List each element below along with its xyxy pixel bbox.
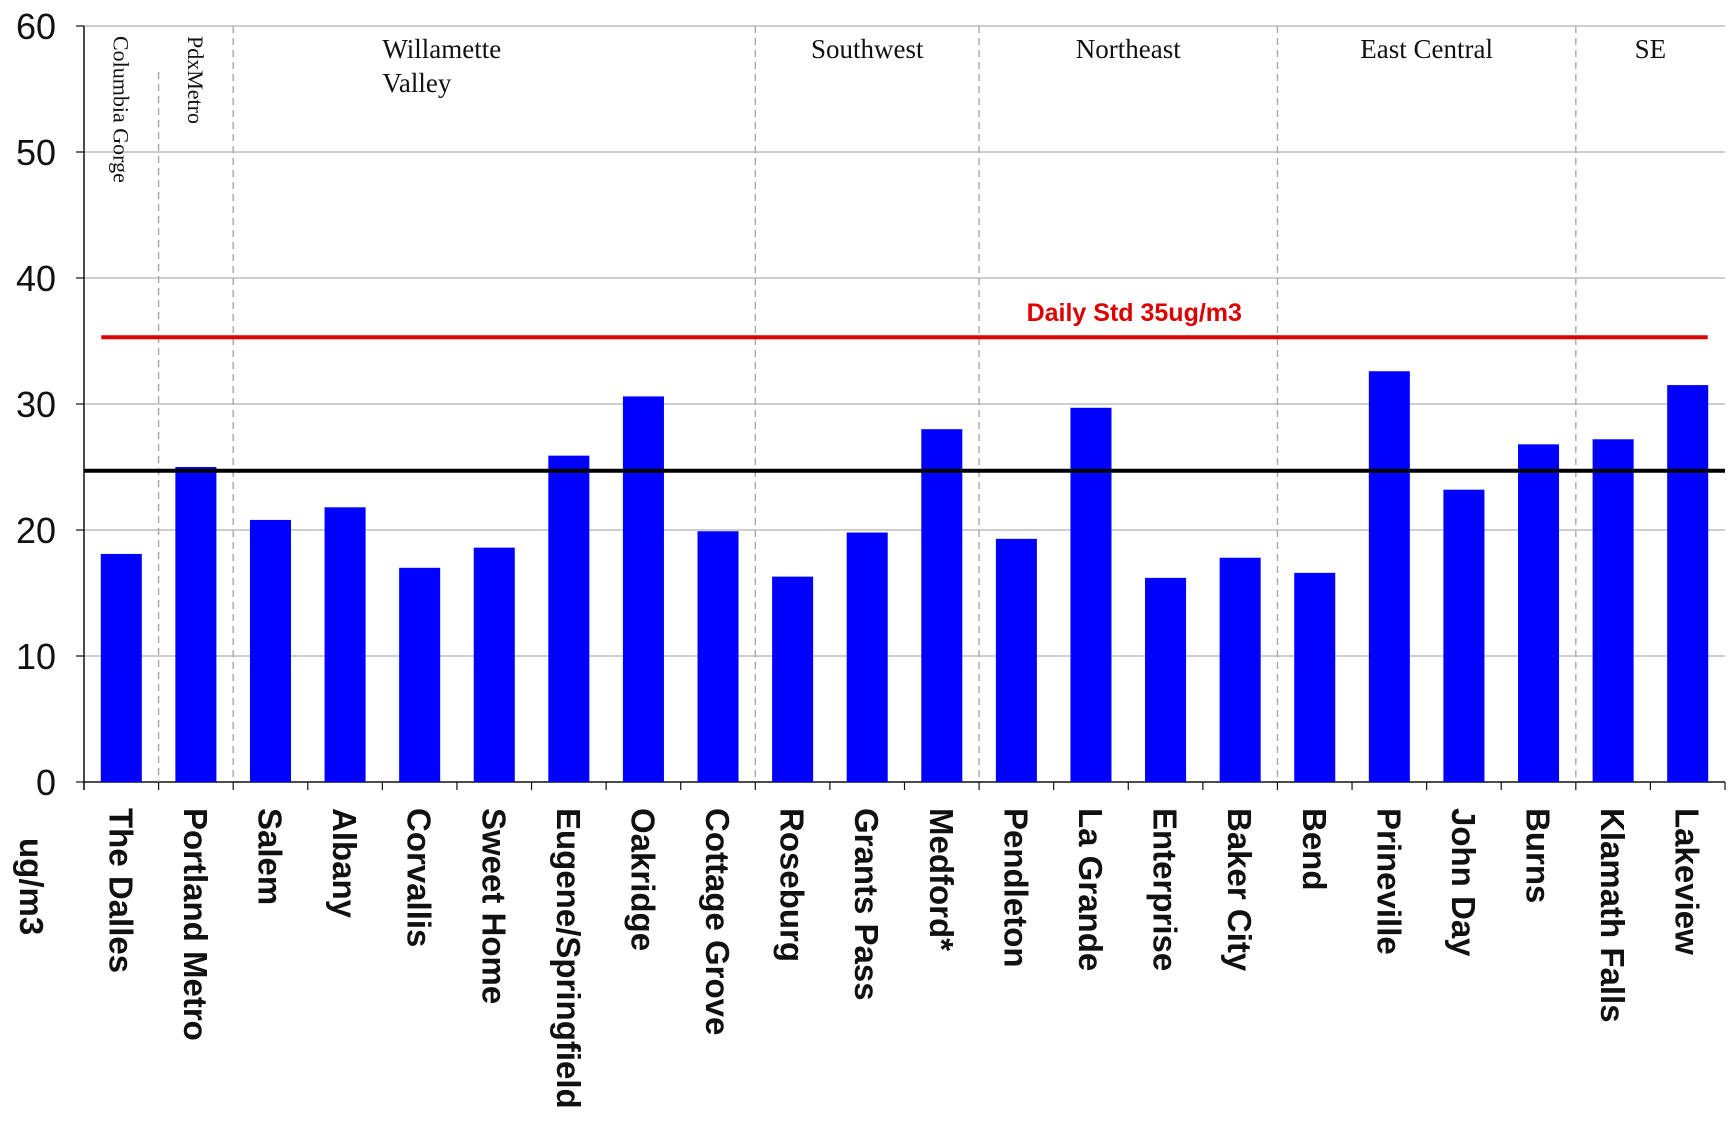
x-tick-label: Albany bbox=[326, 808, 363, 919]
y-tick-label: 40 bbox=[16, 258, 56, 299]
x-tick-label: Roseburg bbox=[774, 808, 811, 962]
x-tick-label: Bend bbox=[1296, 808, 1333, 891]
bar bbox=[921, 429, 963, 782]
x-tick-label: Corvallis bbox=[401, 808, 438, 947]
x-tick-label: John Day bbox=[1445, 808, 1482, 957]
bar bbox=[100, 553, 142, 782]
x-tick-label: Prineville bbox=[1370, 808, 1407, 955]
region-label: Southwest bbox=[811, 34, 924, 64]
x-tick-label: Grants Pass bbox=[848, 808, 885, 1001]
x-tick-label: Salem bbox=[251, 808, 288, 905]
x-tick-label: Sweet Home bbox=[475, 808, 512, 1004]
x-tick-label: The Dalles bbox=[102, 808, 139, 973]
bar bbox=[399, 567, 441, 782]
bar bbox=[1667, 385, 1709, 782]
bar bbox=[175, 467, 217, 782]
x-tick-label: Pendleton bbox=[997, 808, 1034, 968]
bar bbox=[1443, 489, 1485, 782]
x-tick-label: Medford* bbox=[923, 808, 960, 951]
bar bbox=[995, 538, 1037, 782]
x-tick-label: Oakridge bbox=[624, 808, 661, 951]
x-tick-label: Burns bbox=[1520, 808, 1557, 903]
region-label: East Central bbox=[1360, 34, 1493, 64]
bar bbox=[846, 532, 888, 782]
x-tick-label: Lakeview bbox=[1669, 808, 1706, 955]
y-tick-label: 20 bbox=[16, 510, 56, 551]
region-label: PdxMetro bbox=[183, 36, 208, 124]
region-label: Willamette Valley bbox=[382, 34, 501, 98]
y-tick-label: 10 bbox=[16, 636, 56, 677]
bar bbox=[473, 547, 515, 782]
region-label-line: Willamette bbox=[382, 34, 501, 64]
bar bbox=[1145, 577, 1187, 782]
bar bbox=[249, 519, 291, 782]
bar bbox=[324, 507, 366, 782]
x-tick-label: La Grande bbox=[1072, 808, 1109, 971]
x-tick-label: Portland Metro bbox=[177, 808, 214, 1041]
bar bbox=[697, 531, 739, 782]
y-axis-label: ug/m3 bbox=[13, 838, 50, 935]
bar bbox=[548, 455, 590, 782]
bar bbox=[622, 396, 664, 782]
y-tick-label: 60 bbox=[16, 6, 56, 47]
bar bbox=[1592, 439, 1634, 782]
bar bbox=[1368, 371, 1410, 782]
bar bbox=[1070, 407, 1112, 782]
y-tick-label: 0 bbox=[36, 762, 56, 803]
x-tick-label: Enterprise bbox=[1147, 808, 1184, 971]
y-tick-label: 50 bbox=[16, 132, 56, 173]
region-label: SE bbox=[1635, 34, 1667, 64]
region-label-line: Valley bbox=[382, 68, 451, 98]
x-tick-label: Baker City bbox=[1221, 808, 1258, 972]
reference-line-label: Daily Std 35ug/m3 bbox=[1027, 299, 1242, 327]
x-tick-label: Eugene/Springfield bbox=[550, 808, 587, 1109]
bar bbox=[1518, 444, 1560, 782]
bar bbox=[1219, 557, 1261, 782]
region-label: Columbia Gorge bbox=[108, 36, 133, 183]
bar bbox=[772, 576, 814, 782]
y-tick-label: 30 bbox=[16, 384, 56, 425]
region-label: Northeast bbox=[1076, 34, 1181, 64]
x-tick-label: Klamath Falls bbox=[1594, 808, 1631, 1023]
x-tick-label: Cottage Grove bbox=[699, 808, 736, 1035]
bar bbox=[1294, 572, 1336, 782]
